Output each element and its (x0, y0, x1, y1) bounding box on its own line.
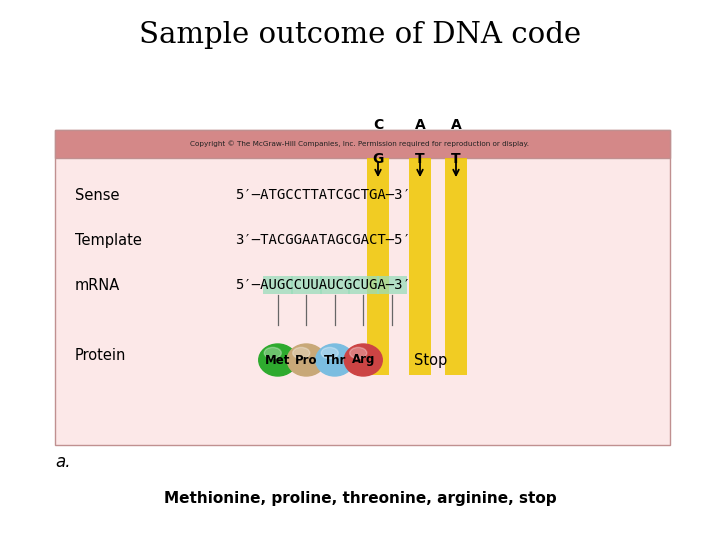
Text: Met: Met (265, 354, 290, 367)
Text: Stop: Stop (414, 353, 447, 368)
FancyBboxPatch shape (348, 276, 379, 294)
Text: 5′–AUGCCUUAUCGCUGA–3′: 5′–AUGCCUUAUCGCUGA–3′ (235, 278, 411, 292)
Text: Methionine, proline, threonine, arginine, stop: Methionine, proline, threonine, arginine… (163, 490, 557, 505)
FancyBboxPatch shape (445, 158, 467, 375)
Text: Arg: Arg (351, 354, 375, 367)
Ellipse shape (344, 344, 382, 376)
FancyBboxPatch shape (320, 276, 350, 294)
Text: A: A (415, 118, 426, 132)
FancyBboxPatch shape (409, 158, 431, 375)
Text: Pro: Pro (295, 354, 318, 367)
Text: Sample outcome of DNA code: Sample outcome of DNA code (139, 21, 581, 49)
Ellipse shape (287, 344, 325, 376)
FancyBboxPatch shape (367, 158, 389, 375)
Text: 5′–ATGCCTTATCGCTGA–3′: 5′–ATGCCTTATCGCTGA–3′ (235, 188, 411, 202)
Text: a.: a. (55, 453, 71, 471)
Text: 3′–TACGGAATAGCGACT–5′: 3′–TACGGAATAGCGACT–5′ (235, 233, 411, 247)
Text: Template: Template (75, 233, 142, 247)
FancyBboxPatch shape (377, 276, 407, 294)
Ellipse shape (258, 344, 297, 376)
FancyBboxPatch shape (55, 130, 670, 158)
FancyBboxPatch shape (263, 276, 293, 294)
Text: Protein: Protein (75, 348, 127, 362)
Ellipse shape (316, 344, 354, 376)
Text: T: T (415, 152, 425, 166)
Text: T: T (451, 152, 461, 166)
Ellipse shape (293, 347, 310, 359)
FancyBboxPatch shape (55, 130, 670, 445)
Text: C: C (373, 118, 383, 132)
Text: Thr: Thr (323, 354, 346, 367)
Text: Sense: Sense (75, 187, 120, 202)
Text: A: A (451, 118, 462, 132)
FancyBboxPatch shape (291, 276, 322, 294)
Text: G: G (372, 152, 384, 166)
Ellipse shape (350, 347, 366, 359)
Ellipse shape (264, 347, 282, 359)
Text: Copyright © The McGraw-Hill Companies, Inc. Permission required for reproduction: Copyright © The McGraw-Hill Companies, I… (191, 140, 529, 147)
Ellipse shape (321, 347, 338, 359)
Text: mRNA: mRNA (75, 278, 120, 293)
